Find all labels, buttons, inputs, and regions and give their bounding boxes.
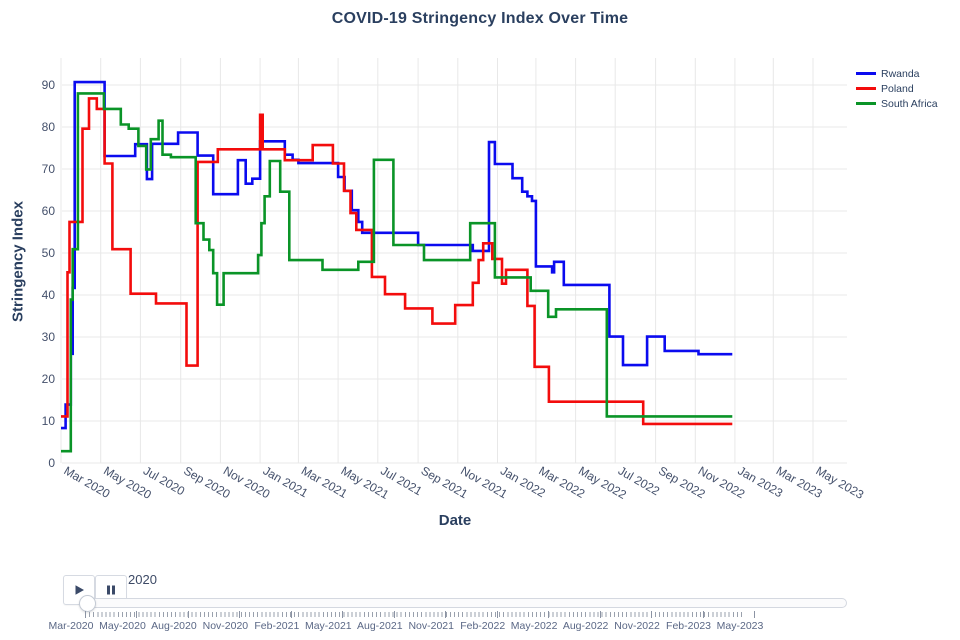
svg-text:90: 90 xyxy=(42,78,56,92)
slider-tick-label: Aug-2021 xyxy=(356,620,403,632)
slider-tick-label: May-2020 xyxy=(99,620,146,632)
slider-major-tick xyxy=(445,611,447,618)
legend-item-south-africa[interactable]: South Africa xyxy=(856,97,938,110)
slider-major-tick xyxy=(136,611,138,618)
svg-text:50: 50 xyxy=(42,246,56,260)
legend-label: Rwanda xyxy=(881,67,920,80)
x-axis-title: Date xyxy=(438,512,472,529)
legend-line-swatch xyxy=(856,102,876,105)
legend-label: South Africa xyxy=(881,97,938,110)
chart-legend: Rwanda Poland South Africa xyxy=(856,67,938,110)
svg-text:0: 0 xyxy=(48,456,55,470)
svg-text:May 2023: May 2023 xyxy=(814,463,867,502)
legend-item-rwanda[interactable]: Rwanda xyxy=(856,67,938,80)
y-axis-title: Stringency Index xyxy=(9,201,27,322)
slider-tick-label: May-2022 xyxy=(510,620,558,632)
svg-text:20: 20 xyxy=(42,372,56,386)
svg-text:40: 40 xyxy=(42,288,56,302)
svg-text:70: 70 xyxy=(42,162,56,176)
slider-major-tick xyxy=(239,611,241,618)
pause-icon xyxy=(107,585,115,595)
legend-line-swatch xyxy=(856,87,876,90)
slider-tick-label: Mar-2020 xyxy=(48,620,94,632)
slider-major-tick xyxy=(342,611,344,618)
svg-text:80: 80 xyxy=(42,120,56,134)
legend-label: Poland xyxy=(881,82,914,95)
series-line-poland xyxy=(61,97,733,426)
y-gridlines xyxy=(62,84,847,464)
slider-major-tick xyxy=(548,611,550,618)
slider-major-tick xyxy=(599,611,601,618)
slider-major-tick xyxy=(393,611,395,618)
slider-tick-label: Aug-2022 xyxy=(562,620,609,632)
slider-major-tick xyxy=(290,611,292,618)
animation-slider-handle[interactable] xyxy=(79,595,96,612)
slider-minor-ticks xyxy=(85,612,745,617)
slider-tick-label: Nov-2020 xyxy=(202,620,249,632)
legend-item-poland[interactable]: Poland xyxy=(856,82,938,95)
y-tick-labels: 0 10 20 30 40 50 60 70 80 90 xyxy=(42,78,56,470)
legend-line-swatch xyxy=(856,72,876,75)
slider-tick-label: Aug-2020 xyxy=(151,620,197,632)
slider-major-tick xyxy=(651,611,653,618)
svg-text:30: 30 xyxy=(42,330,56,344)
play-icon xyxy=(75,585,84,595)
slider-tick-label: May-2021 xyxy=(304,620,352,632)
x-gridlines xyxy=(60,58,814,463)
slider-tick-label: Feb-2023 xyxy=(666,620,712,632)
svg-text:60: 60 xyxy=(42,204,56,218)
slider-current-value: 2020 xyxy=(128,572,157,587)
chart-title: COVID-19 Stringency Index Over Time xyxy=(331,10,629,27)
animation-slider-rail[interactable] xyxy=(85,598,847,608)
slider-major-tick xyxy=(496,611,498,618)
slider-tick-label: Feb-2022 xyxy=(460,620,506,632)
series-line-south-africa xyxy=(61,92,733,453)
slider-tick-label: Nov-2021 xyxy=(408,620,454,632)
slider-major-tick xyxy=(754,611,755,618)
slider-tick-label: Feb-2021 xyxy=(254,620,300,632)
svg-text:10: 10 xyxy=(42,414,56,428)
slider-major-tick xyxy=(85,611,86,618)
slider-tick-label: May-2023 xyxy=(716,620,764,632)
slider-major-tick xyxy=(702,611,704,618)
slider-tick-label: Nov-2022 xyxy=(614,620,660,632)
slider-major-tick xyxy=(187,611,189,618)
